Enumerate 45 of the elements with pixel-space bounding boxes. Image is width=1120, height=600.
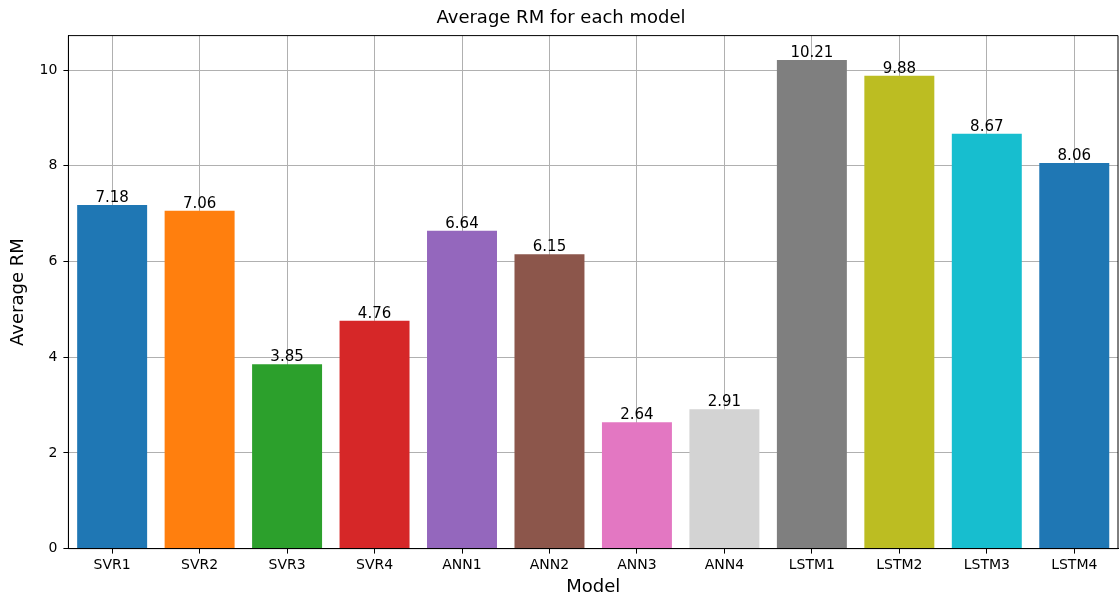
- data-label: 10.21: [790, 43, 834, 62]
- bar: [689, 409, 760, 549]
- y-tick-label: 0: [48, 539, 58, 556]
- x-tick-label: ANN4: [704, 555, 745, 572]
- data-label: 9.88: [882, 58, 917, 77]
- x-tick-label: LSTM4: [1051, 555, 1098, 572]
- y-tick-label: 10: [39, 60, 58, 77]
- bar: [164, 210, 235, 549]
- bar: [252, 364, 323, 549]
- x-tick-label: ANN3: [617, 555, 657, 572]
- bar: [427, 230, 497, 549]
- bar: [951, 133, 1022, 549]
- y-tick-label: 6: [48, 252, 58, 269]
- x-axis-title: Model: [566, 574, 621, 596]
- bar: [1039, 162, 1110, 549]
- x-tick-label: LSTM3: [963, 555, 1010, 572]
- chart-title: Average RM for each model: [436, 6, 686, 28]
- data-label: 4.76: [357, 303, 392, 322]
- data-label: 7.06: [182, 193, 217, 212]
- bar: [601, 422, 672, 549]
- bar: [77, 205, 148, 549]
- x-tick-label: ANN1: [442, 555, 482, 572]
- data-label: 7.18: [95, 188, 129, 206]
- x-tick-label: SVR4: [355, 555, 394, 572]
- x-tick-label: SVR2: [181, 555, 219, 572]
- bar: [864, 75, 935, 549]
- bar: [514, 254, 585, 549]
- data-label: 8.67: [970, 116, 1004, 135]
- x-tick-label: LSTM2: [876, 555, 923, 572]
- bar: [339, 320, 410, 549]
- y-tick-label: 4: [48, 347, 58, 364]
- x-tick-label: SVR3: [268, 555, 306, 572]
- data-label: 6.15: [532, 237, 567, 256]
- data-label: 2.91: [707, 392, 742, 411]
- x-tick-label: ANN2: [529, 555, 570, 572]
- data-label: 3.85: [270, 347, 304, 366]
- data-label: 6.64: [445, 213, 479, 232]
- x-tick-label: SVR1: [93, 555, 131, 572]
- y-tick-label: 2: [48, 443, 58, 460]
- y-axis-title: Average RM: [6, 238, 28, 346]
- data-label: 8.06: [1057, 145, 1091, 164]
- bar: [776, 60, 847, 549]
- y-tick-label: 8: [48, 156, 58, 173]
- data-label: 2.64: [620, 405, 654, 424]
- x-tick-label: LSTM1: [788, 555, 835, 572]
